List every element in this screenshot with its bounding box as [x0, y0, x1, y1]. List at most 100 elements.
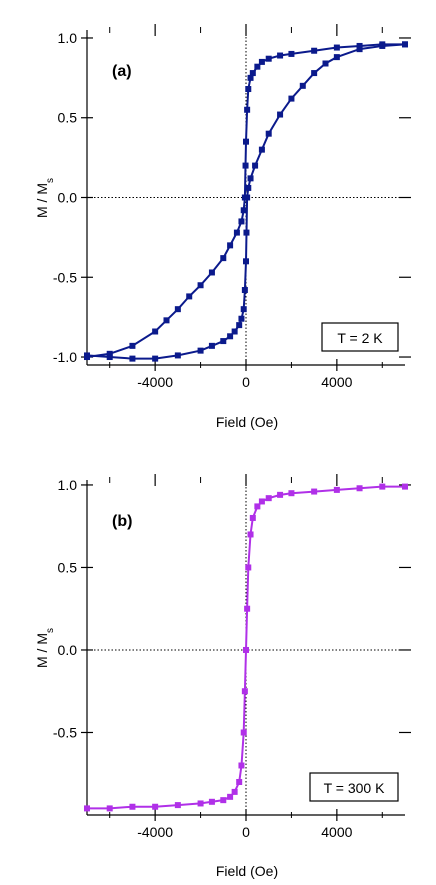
data-point [220, 797, 227, 804]
x-tick-label: 4000 [321, 374, 352, 390]
panel-label: (b) [112, 513, 132, 530]
x-tick-label: 4000 [321, 824, 352, 840]
data-point [258, 498, 265, 505]
data-point [356, 42, 363, 49]
data-point [163, 317, 170, 324]
data-point [106, 805, 113, 812]
y-tick-label: 0.0 [58, 190, 78, 206]
y-axis-label: M / Ms [34, 178, 56, 218]
data-point [244, 106, 251, 113]
chart-panel-b: -0.5 0.0 0.5 1.0 -4000 0 4000 (b) T = 300 K Fi… [34, 474, 411, 879]
series-1 [84, 41, 408, 362]
data-point [238, 218, 245, 225]
data-point [244, 194, 251, 201]
data-point [265, 130, 272, 137]
data-point [129, 355, 136, 362]
panel-label: (a) [112, 63, 132, 80]
data-point [174, 802, 181, 809]
data-point [152, 355, 159, 362]
y-tick-label: 0.5 [58, 559, 78, 575]
data-point [277, 491, 284, 498]
data-point [227, 793, 234, 800]
data-point [106, 354, 113, 361]
data-point [243, 646, 249, 653]
data-point [197, 800, 204, 807]
data-point [231, 328, 238, 335]
x-tick-label: 0 [242, 824, 250, 840]
data-point [254, 503, 261, 510]
data-point [277, 111, 284, 118]
data-point [288, 490, 295, 497]
y-axis-label-main: M / M [34, 633, 50, 668]
chart-panel-a: -1.0-0.50.00.51.0-4000 0 4000 (a) T = 2 K … [34, 24, 411, 430]
data-point [242, 162, 249, 169]
y-tick-label: 1.0 [58, 30, 78, 46]
data-point [245, 184, 252, 191]
data-point [233, 229, 240, 236]
data-point [227, 333, 234, 340]
y-tick-label: -0.5 [53, 724, 77, 740]
data-point [288, 50, 295, 57]
data-point [245, 564, 252, 571]
data-point [240, 306, 247, 313]
data-point [379, 483, 386, 490]
data-point [245, 86, 252, 93]
y-axis-label-sub: s [45, 178, 56, 183]
data-point [197, 282, 204, 289]
data-point [174, 352, 181, 359]
data-point [129, 342, 136, 349]
data-point [252, 162, 259, 169]
data-point [249, 514, 256, 521]
data-point [220, 255, 227, 262]
x-axis-label: Field (Oe) [216, 414, 278, 430]
annotation-text: T = 2 K [337, 330, 383, 346]
data-point [238, 762, 245, 769]
data-point [333, 44, 340, 51]
data-point [333, 54, 340, 61]
data-point [249, 70, 256, 77]
data-point [152, 803, 159, 810]
data-point [379, 42, 386, 49]
data-point [311, 70, 318, 77]
data-point [84, 352, 90, 359]
x-axis-label: Field (Oe) [216, 863, 278, 879]
y-tick-label: -1.0 [53, 349, 77, 365]
data-point [236, 778, 243, 785]
data-point [129, 803, 136, 810]
data-point [238, 315, 245, 322]
y-axis-label: M / Ms [34, 628, 56, 668]
plot-frame: -0.5 0.0 0.5 1.0 -4000 0 4000 [53, 474, 411, 840]
data-point [277, 52, 284, 59]
data-point [258, 146, 265, 153]
data-point [356, 485, 363, 492]
y-tick-label: 0.0 [58, 642, 78, 658]
data-point [254, 63, 261, 70]
data-point [208, 798, 215, 805]
data-point [220, 338, 227, 345]
data-point [402, 483, 408, 490]
data-point [243, 229, 250, 236]
data-point [402, 41, 408, 48]
data-point [208, 269, 215, 276]
data-point [241, 688, 248, 695]
x-tick-label: -4000 [137, 824, 173, 840]
series-0 [84, 483, 408, 812]
data-point [84, 805, 90, 812]
plot-frame: -1.0 -0.5 0.0 0.5 1.0 -4000 0 4000 [53, 24, 411, 390]
annotation-text: T = 300 K [324, 780, 386, 796]
data-point [231, 788, 238, 795]
data-point [236, 322, 243, 329]
data-point [208, 342, 215, 349]
data-point [311, 47, 318, 54]
data-point [265, 55, 272, 62]
data-point [241, 287, 248, 294]
data-point [240, 729, 247, 736]
data-point [247, 175, 254, 182]
x-tick-label: -4000 [137, 374, 173, 390]
data-point [244, 605, 251, 612]
annotation-box: T = 300 K [309, 772, 399, 802]
data-point [106, 350, 113, 357]
data-point [227, 242, 234, 249]
y-axis-label-main: M / M [34, 183, 50, 218]
data-point [258, 58, 265, 65]
